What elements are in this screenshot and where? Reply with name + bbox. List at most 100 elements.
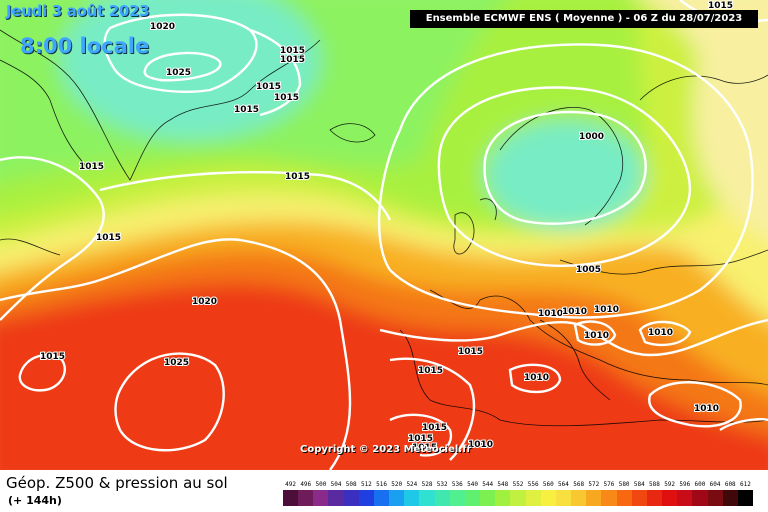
isobar-label: 1015: [280, 55, 305, 65]
color-scale-swatch: [464, 490, 481, 506]
color-scale-tick-label: 504: [330, 481, 342, 488]
color-scale-tick-label: 568: [573, 481, 585, 488]
color-scale-swatch: [480, 490, 496, 506]
isobar-label: 1010: [584, 331, 609, 341]
isobar-greenland-high-1025: [143, 51, 222, 82]
color-scale-tick-label: 560: [542, 481, 554, 488]
field-cyan-scandinavia: [485, 120, 645, 230]
color-scale-swatch: [298, 490, 314, 506]
isobar-1015-iberia: [389, 357, 476, 461]
color-scale-tick-label: 532: [436, 481, 448, 488]
isobar-label: 1015: [256, 82, 281, 92]
color-scale-swatch: [525, 490, 542, 506]
color-scale-swatch: [722, 490, 739, 506]
color-scale-swatch: [328, 490, 345, 506]
isobar-label: 1015: [285, 172, 310, 182]
isobar-1015-small-west: [18, 353, 67, 392]
isobar-label: 1015: [79, 162, 104, 172]
color-scale-tick-label: 552: [512, 481, 524, 488]
isobar-labels: 1020 1025 1015 1015 1015 1015 1015 1015 …: [39, 0, 734, 454]
color-scale-swatch: [389, 490, 405, 506]
isobar-1020-atlantic: [0, 238, 352, 470]
isobar-1015-africa: [389, 413, 453, 457]
color-scale-swatch: [631, 490, 648, 506]
color-scale-tick-label: 596: [679, 481, 691, 488]
color-scale-tick-label: 584: [633, 481, 645, 488]
color-scale-tick-label: 548: [497, 481, 509, 488]
color-scale-labels: 492 496 500 504 508 512 516 520 524 528 532 536 540 5…: [283, 481, 753, 489]
isobar-label: 1015: [408, 434, 433, 444]
copyright-notice: Copyright © 2023 Meteociel.fr: [300, 444, 472, 455]
color-scale-tick-label: 492: [285, 481, 296, 488]
isobar-label: 1015: [274, 93, 299, 103]
isobar-label: 1015: [234, 105, 259, 115]
color-scale-swatch: [358, 490, 375, 506]
color-scale-bar: [283, 490, 754, 506]
isobar-label: 1015: [458, 347, 483, 357]
isobar-label: 1025: [164, 358, 189, 368]
isobars: [0, 0, 768, 470]
isobar-1015-atlantic: [99, 171, 392, 221]
color-scale-swatch: [495, 490, 511, 506]
color-scale-tick-label: 572: [588, 481, 600, 488]
color-scale-tick-label: 592: [664, 481, 676, 488]
model-run-label: Ensemble ECMWF ENS ( Moyenne ) - 06 Z du…: [410, 10, 758, 28]
isobar-label: 1025: [166, 68, 191, 78]
color-scale-tick-label: 556: [527, 481, 539, 488]
isobar-label: 1010: [562, 307, 587, 317]
color-scale-tick-label: 588: [649, 481, 660, 488]
color-scale-swatch: [662, 490, 678, 506]
color-scale-swatch: [419, 490, 436, 506]
color-scale-swatch: [343, 490, 360, 506]
color-scale-swatch: [737, 490, 754, 506]
color-scale-tick-label: 564: [558, 481, 569, 488]
color-scale-swatch: [283, 490, 299, 506]
color-scale-tick-label: 580: [618, 481, 630, 488]
coastlines: [0, 29, 768, 427]
color-scale-tick-label: 512: [360, 481, 372, 488]
isobar-1010-med: [508, 363, 562, 394]
isobar-label: 1010: [468, 440, 493, 450]
color-scale-tick-label: 536: [451, 481, 463, 488]
isobar-1025-azores: [114, 352, 225, 452]
isobar-label: 1015: [96, 233, 121, 243]
isobar-label: 1015: [418, 366, 443, 376]
color-scale-tick-label: 528: [421, 481, 433, 488]
isobar-label: 1015: [708, 1, 733, 11]
color-scale-tick-label: 516: [376, 481, 387, 488]
isobar-label: 1015: [40, 352, 65, 362]
color-scale-swatch: [555, 490, 572, 506]
color-scale-swatch: [540, 490, 557, 506]
color-scale-swatch: [434, 490, 451, 506]
color-scale-tick-label: 544: [482, 481, 494, 488]
isobar-label: 1010: [524, 373, 549, 383]
color-scale-swatch: [646, 490, 663, 506]
color-scale-swatch: [677, 490, 693, 506]
isobar-1015-north: [0, 156, 105, 321]
isobar-1010-outer: [377, 43, 754, 319]
pressure-map: 1020 1025 1015 1015 1015 1015 1015 1015 …: [0, 0, 768, 470]
color-scale-tick-label: 524: [406, 481, 418, 488]
isobar-low-1000: [483, 110, 647, 225]
legend-panel: Géop. Z500 & pression au sol (+ 144h) 49…: [0, 470, 768, 512]
isobar-1010-turkey: [648, 381, 742, 428]
legend-subtitle: (+ 144h): [8, 494, 62, 507]
color-scale-tick-label: 576: [603, 481, 615, 488]
color-scale-swatch: [449, 490, 466, 506]
color-scale-swatch: [586, 490, 602, 506]
color-scale-tick-label: 520: [391, 481, 403, 488]
isobar-label: 1010: [594, 305, 619, 315]
isobar-1015-europe: [379, 318, 768, 357]
isobar-1020-greenland: [103, 13, 258, 93]
color-scale-tick-label: 608: [724, 481, 736, 488]
color-scale-tick-label: 604: [709, 481, 721, 488]
forecast-time: 8:00 locale: [20, 34, 150, 58]
isobar-label: 1000: [579, 132, 604, 142]
color-scale-swatch: [313, 490, 329, 506]
color-scale-tick-label: 496: [300, 481, 312, 488]
color-scale-swatch: [373, 490, 390, 506]
color-scale-swatch: [404, 490, 420, 506]
forecast-date: Jeudi 3 août 2023: [6, 2, 150, 20]
color-scale-tick-label: 540: [467, 481, 478, 488]
